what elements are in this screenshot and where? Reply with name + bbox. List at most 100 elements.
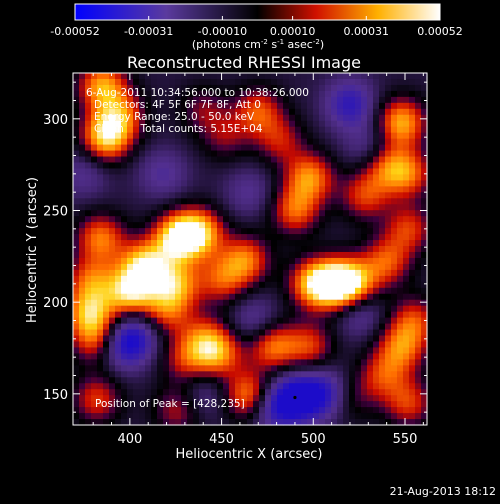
heatmap-cell (259, 401, 266, 408)
heatmap-cell (313, 186, 320, 193)
heatmap-cell (331, 126, 338, 134)
heatmap-cell (331, 275, 338, 283)
heatmap-cell (331, 84, 338, 92)
heatmap-cell (151, 281, 158, 289)
heatmap-cell (193, 323, 200, 331)
heatmap-cell (301, 413, 308, 420)
heatmap-cell (139, 192, 146, 199)
heatmap-cell (403, 114, 410, 122)
heatmap-cell (79, 73, 86, 80)
heatmap-cell (397, 275, 404, 283)
heatmap-cell (127, 353, 134, 360)
heatmap-cell (403, 210, 410, 217)
heatmap-cell (325, 162, 332, 170)
heatmap-cell (73, 156, 80, 164)
heatmap-cell (283, 323, 290, 331)
heatmap-cell (409, 329, 416, 337)
heatmap-cell (385, 210, 392, 217)
heatmap-cell (91, 73, 98, 80)
heatmap-cell (181, 371, 188, 378)
heatmap-cell (271, 377, 278, 384)
heatmap-cell (127, 108, 134, 116)
heatmap-cell (247, 216, 254, 223)
heatmap-cell (187, 365, 194, 372)
heatmap-cell (187, 389, 194, 396)
heatmap-cell (133, 299, 140, 307)
heatmap-cell (313, 210, 320, 217)
heatmap-cell (391, 395, 398, 402)
heatmap-cell (175, 78, 182, 86)
heatmap-cell (211, 180, 218, 187)
heatmap-cell (121, 341, 128, 349)
heatmap-cell (217, 156, 224, 164)
heatmap-cell (247, 108, 254, 116)
heatmap-cell (367, 234, 374, 241)
heatmap-cell (283, 90, 290, 98)
heatmap-cell (109, 341, 116, 349)
heatmap-cell (409, 383, 416, 390)
heatmap-cell (361, 353, 368, 360)
heatmap-cell (385, 96, 392, 104)
heatmap-cell (313, 198, 320, 205)
heatmap-cell (337, 132, 344, 140)
heatmap-cell (319, 395, 326, 402)
heatmap-cell (313, 395, 320, 402)
heatmap-cell (397, 359, 404, 366)
heatmap-cell (409, 257, 416, 265)
heatmap-cell (277, 359, 284, 366)
heatmap-cell (289, 341, 296, 349)
heatmap-cell (403, 365, 410, 372)
heatmap-cell (289, 377, 296, 384)
heatmap-cell (391, 180, 398, 187)
heatmap-cell (391, 96, 398, 104)
heatmap-cell (175, 216, 182, 223)
heatmap-cell (157, 323, 164, 331)
heatmap-cell (163, 263, 170, 271)
heatmap-cell (295, 174, 302, 181)
heatmap-cell (85, 210, 92, 217)
heatmap-cell (121, 156, 128, 164)
heatmap-cell (295, 234, 302, 241)
heatmap-cell (331, 96, 338, 104)
heatmap-cell (121, 222, 128, 229)
heatmap-cell (259, 84, 266, 92)
heatmap-cell (385, 365, 392, 372)
heatmap-cell (397, 240, 404, 247)
heatmap-cell (277, 347, 284, 355)
heatmap-cell (379, 287, 386, 295)
heatmap-cell (181, 180, 188, 187)
heatmap-cell (355, 240, 362, 247)
heatmap-cell (295, 246, 302, 253)
heatmap-cell (187, 299, 194, 307)
heatmap-cell (331, 287, 338, 295)
heatmap-cell (373, 234, 380, 241)
heatmap-cell (223, 216, 230, 223)
heatmap-cell (367, 311, 374, 319)
heatmap-cell (403, 102, 410, 110)
heatmap-cell (391, 263, 398, 271)
heatmap-cell (157, 371, 164, 378)
heatmap-cell (295, 335, 302, 343)
heatmap-cell (415, 73, 422, 80)
heatmap-cell (199, 359, 206, 366)
heatmap-cell (337, 413, 344, 420)
heatmap-cell (91, 293, 98, 301)
heatmap-cell (103, 156, 110, 164)
heatmap-cell (379, 90, 386, 98)
heatmap-cell (361, 263, 368, 271)
heatmap-cell (103, 419, 110, 426)
heatmap-cell (199, 383, 206, 390)
heatmap-cell (211, 174, 218, 181)
heatmap-cell (73, 263, 80, 271)
heatmap-cell (409, 401, 416, 408)
heatmap-cell (271, 114, 278, 122)
heatmap-cell (331, 162, 338, 170)
heatmap-cell (235, 126, 242, 134)
heatmap-cell (217, 168, 224, 176)
heatmap-cell (121, 216, 128, 223)
heatmap-cell (103, 395, 110, 402)
heatmap-cell (397, 174, 404, 181)
heatmap-cell (247, 269, 254, 277)
heatmap-cell (85, 246, 92, 253)
heatmap-cell (331, 407, 338, 414)
